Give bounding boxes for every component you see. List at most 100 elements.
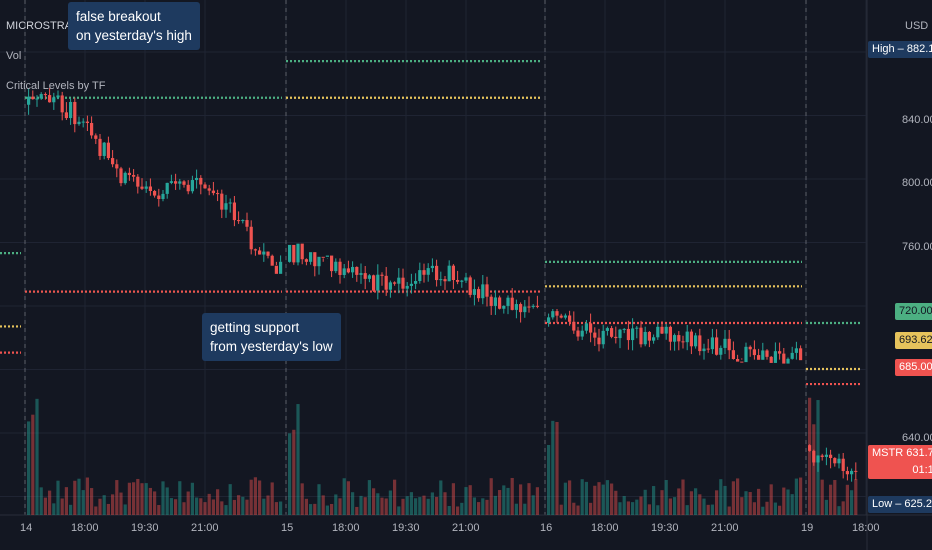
candle-body	[43, 94, 47, 96]
volume-bar	[723, 485, 727, 515]
support-callout-line1: getting support	[210, 320, 300, 335]
legend-indicator: Critical Levels by TF	[6, 80, 106, 92]
support-callout-line2: from yesterday's low	[210, 339, 333, 354]
candle-body	[652, 337, 656, 341]
volume-bar	[527, 483, 531, 515]
volume-bar	[245, 499, 249, 515]
candle-body	[342, 268, 346, 275]
candle-body	[584, 323, 588, 331]
volume-bar	[673, 497, 677, 515]
candle-body	[304, 259, 308, 262]
level-green-tag: 720.00	[895, 303, 932, 320]
volume-bar	[414, 498, 418, 515]
high-tag-value: 882.10	[906, 43, 932, 55]
candle-body	[572, 321, 576, 331]
candle-body	[555, 311, 559, 316]
volume-bar	[211, 499, 215, 515]
volume-bar	[551, 420, 555, 515]
volume-bar	[710, 504, 714, 515]
volume-bar	[355, 506, 359, 515]
candle-body	[626, 328, 630, 341]
candle-body	[216, 193, 220, 195]
candle-body	[64, 112, 68, 119]
volume-bar	[119, 492, 123, 515]
candle-body	[48, 95, 52, 103]
volume-bar	[123, 504, 127, 515]
volume-bar	[845, 484, 849, 515]
legend-volume: Vol	[6, 50, 22, 62]
candle-body	[547, 317, 551, 323]
volume-bar	[460, 502, 464, 515]
volume-bar	[426, 498, 430, 515]
low-tag: Low – 625.29	[868, 496, 932, 513]
volume-bar	[216, 489, 220, 515]
volume-bar	[677, 488, 681, 515]
volume-bar	[816, 400, 820, 515]
volume-bar	[477, 502, 481, 515]
candle-body	[647, 331, 651, 341]
volume-bar	[635, 499, 639, 515]
volume-bar	[367, 480, 371, 515]
candle-body	[232, 202, 236, 221]
candle-body	[736, 359, 740, 362]
volume-bar	[435, 496, 439, 515]
x-tick: 21:00	[452, 522, 480, 534]
candle-body	[85, 121, 89, 123]
candle-body	[451, 265, 455, 281]
candle-body	[685, 331, 689, 343]
volume-bar	[510, 477, 514, 515]
candle-body	[140, 186, 144, 189]
volume-bar	[808, 397, 812, 515]
volume-bar	[439, 480, 443, 515]
candle-body	[673, 335, 677, 342]
volume-bar	[384, 498, 388, 515]
volume-bar	[614, 490, 618, 515]
volume-bar	[824, 499, 828, 515]
volume-bar	[148, 487, 152, 515]
volume-bar	[342, 478, 346, 515]
candle-body	[90, 122, 94, 136]
volume-bar	[715, 490, 719, 515]
candle-body	[731, 350, 735, 360]
volume-bar	[430, 492, 434, 515]
candle-body	[153, 190, 157, 196]
volume-bar	[563, 482, 567, 515]
low-tag-label: Low	[872, 498, 893, 510]
candle-body	[31, 96, 35, 100]
candle-body	[69, 101, 73, 119]
candle-body	[127, 172, 131, 176]
volume-bar	[165, 487, 169, 515]
volume-bar	[199, 498, 203, 515]
volume-bar	[52, 503, 56, 515]
volume-bar	[519, 484, 523, 515]
candle-body	[367, 275, 371, 279]
candle-body	[418, 270, 422, 282]
volume-bar	[94, 506, 98, 515]
volume-bar	[593, 485, 597, 515]
candle-body	[372, 275, 376, 291]
candle-body	[506, 297, 510, 306]
volume-bar	[694, 488, 698, 515]
volume-bar	[572, 502, 576, 515]
candle-body	[719, 347, 723, 355]
x-tick: 19:30	[651, 522, 679, 534]
volume-bar	[258, 480, 262, 515]
volume-bar	[111, 494, 115, 515]
volume-bar	[652, 486, 656, 515]
candle-body	[148, 186, 152, 191]
volume-bar	[498, 490, 502, 515]
candle-body	[694, 335, 698, 347]
candle-body	[426, 268, 430, 275]
candle-body	[769, 356, 773, 363]
candle-body	[568, 315, 572, 322]
candle-body	[837, 458, 841, 464]
candle-body	[266, 251, 270, 256]
volume-bar	[794, 478, 798, 515]
volume-bar	[698, 494, 702, 515]
volume-bar	[555, 421, 559, 515]
volume-bar	[605, 480, 609, 515]
volume-bar	[502, 485, 506, 515]
candle-body	[393, 282, 397, 284]
candle-body	[334, 261, 338, 272]
